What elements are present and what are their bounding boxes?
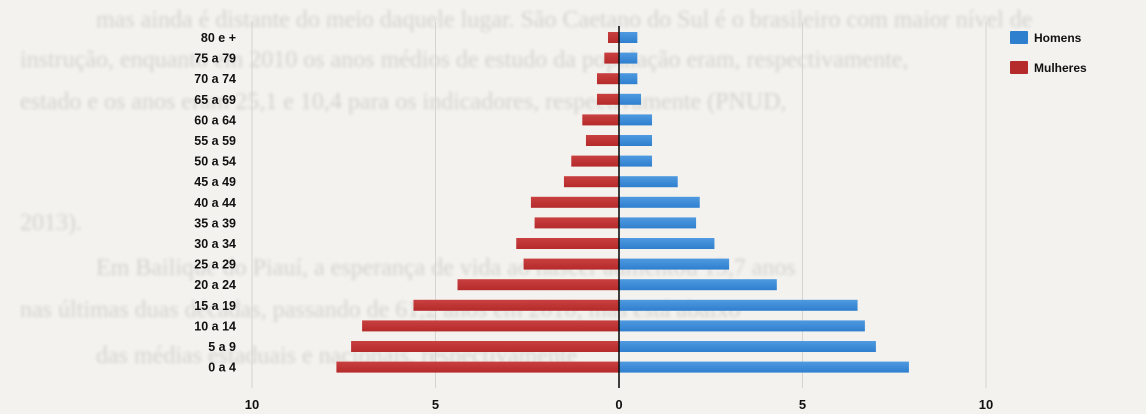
age-group-label: 70 a 74 bbox=[194, 72, 236, 86]
bar-homens bbox=[619, 73, 638, 85]
age-group-label: 5 a 9 bbox=[208, 340, 236, 354]
bar-mulheres bbox=[516, 238, 619, 249]
x-tick-label: 5 bbox=[432, 397, 439, 412]
age-group-label: 20 a 24 bbox=[194, 278, 236, 292]
age-group-label: 35 a 39 bbox=[194, 216, 236, 230]
bar-mulheres bbox=[571, 155, 619, 167]
bar-homens bbox=[619, 176, 678, 188]
bar-mulheres bbox=[585, 135, 619, 146]
bar-mulheres bbox=[413, 299, 619, 311]
bar-mulheres bbox=[534, 217, 619, 229]
bar-homens bbox=[619, 258, 730, 270]
age-group-label: 60 a 64 bbox=[194, 113, 236, 127]
age-group-label: 30 a 34 bbox=[194, 237, 236, 251]
age-group-label: 55 a 59 bbox=[194, 134, 236, 148]
bar-homens bbox=[619, 341, 876, 352]
bar-homens bbox=[619, 320, 865, 332]
age-group-label: 0 a 4 bbox=[208, 361, 236, 375]
legend-swatch-mulheres bbox=[1010, 61, 1028, 74]
bar-mulheres bbox=[582, 114, 619, 126]
bar-mulheres bbox=[523, 258, 619, 270]
age-group-label: 65 a 69 bbox=[194, 93, 236, 107]
x-axis-ticks: 10 5 0 5 10 bbox=[245, 397, 993, 412]
legend-label-mulheres: Mulheres bbox=[1034, 61, 1087, 75]
bar-homens bbox=[619, 217, 697, 229]
legend-label-homens: Homens bbox=[1034, 31, 1082, 45]
legend-swatch-homens bbox=[1010, 31, 1028, 44]
age-group-label: 45 a 49 bbox=[194, 175, 236, 189]
x-tick-label: 0 bbox=[615, 397, 622, 412]
bar-homens bbox=[619, 299, 858, 311]
bar-homens bbox=[619, 32, 638, 43]
bar-mulheres bbox=[563, 176, 619, 188]
bar-mulheres bbox=[596, 93, 619, 105]
female-bars bbox=[336, 32, 619, 373]
age-group-label: 80 e + bbox=[201, 31, 236, 45]
x-tick-label: 5 bbox=[799, 397, 806, 412]
age-group-label: 15 a 19 bbox=[194, 299, 236, 313]
bar-mulheres bbox=[362, 320, 619, 332]
legend: Homens Mulheres bbox=[1010, 31, 1087, 75]
bar-homens bbox=[619, 361, 909, 373]
bar-homens bbox=[619, 93, 642, 105]
bar-mulheres bbox=[530, 196, 619, 208]
bar-homens bbox=[619, 135, 653, 146]
bar-homens bbox=[619, 196, 700, 208]
bar-mulheres bbox=[607, 32, 619, 43]
x-tick-label: 10 bbox=[979, 397, 993, 412]
bar-homens bbox=[619, 155, 653, 167]
x-tick-label: 10 bbox=[245, 397, 259, 412]
bar-mulheres bbox=[351, 341, 619, 352]
age-group-labels: 0 a 4 5 a 9 10 a 14 15 a 19 20 a 24 25 a 29 30… bbox=[194, 31, 236, 375]
bar-mulheres bbox=[457, 279, 619, 291]
age-group-label: 10 a 14 bbox=[194, 319, 236, 333]
bar-homens bbox=[619, 238, 715, 249]
bar-homens bbox=[619, 114, 653, 126]
age-group-label: 75 a 79 bbox=[194, 52, 236, 66]
bar-homens bbox=[619, 279, 777, 291]
bar-mulheres bbox=[336, 361, 619, 373]
age-group-label: 25 a 29 bbox=[194, 258, 236, 272]
age-group-label: 50 a 54 bbox=[194, 155, 236, 169]
male-bars bbox=[619, 32, 909, 373]
age-group-label: 40 a 44 bbox=[194, 196, 236, 210]
bar-mulheres bbox=[604, 52, 619, 64]
bar-mulheres bbox=[596, 73, 619, 85]
bar-homens bbox=[619, 52, 638, 64]
